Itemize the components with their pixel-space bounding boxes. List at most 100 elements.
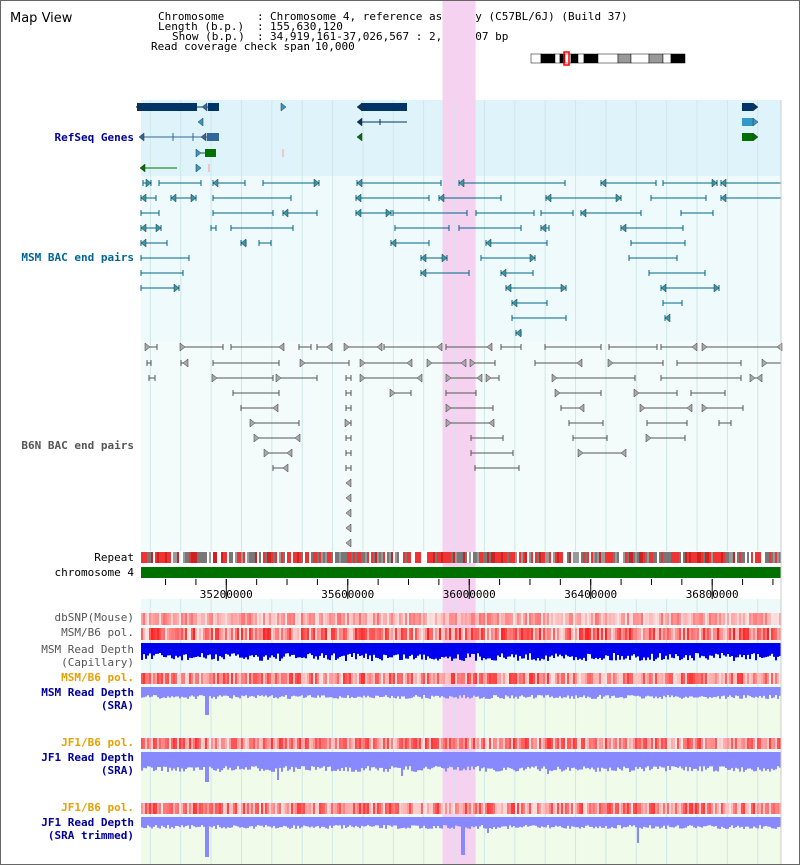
jf1-trim-depth-bar — [759, 817, 761, 826]
jf1-b6-pol-cell — [485, 738, 487, 749]
msm-b6-pol-cell — [635, 628, 637, 640]
msm-b6-pol-cell — [191, 673, 193, 684]
jf1-b6-pol-cell — [743, 803, 745, 814]
jf1-b6-pol-cell — [251, 738, 253, 749]
msm-b6-pol-cell — [559, 673, 561, 684]
repeat-segment — [141, 552, 143, 563]
jf1-b6-pol-cell — [503, 738, 505, 749]
msm-capillary-depth-bar — [739, 643, 741, 655]
jf1-b6-pol-cell — [227, 738, 229, 749]
jf1-b6-pol-cell — [617, 803, 619, 814]
jf1-sra-depth-bar — [349, 752, 351, 768]
jf1-trim-depth-bar — [217, 817, 219, 826]
jf1-trim-depth-bar — [691, 817, 693, 826]
jf1-trim-depth-bar — [383, 817, 385, 826]
msm-capillary-depth-bar — [283, 643, 285, 657]
msm-b6-pol-cell — [415, 628, 417, 640]
jf1-b6-pol-cell — [439, 738, 441, 749]
repeat-segment — [623, 552, 625, 563]
jf1-trim-depth-bar — [429, 817, 431, 829]
jf1-sra-depth-bar — [757, 752, 759, 768]
dbsnp-heat-cell — [609, 613, 611, 625]
jf1-b6-pol-cell — [501, 803, 503, 814]
jf1-sra-depth-bar — [251, 752, 253, 767]
jf1-b6-pol-cell — [249, 803, 251, 814]
msm-b6-pol-cell — [233, 673, 235, 684]
b6n-bac-end — [691, 342, 698, 352]
jf1-sra-depth-bar — [417, 752, 419, 771]
track-label-msm-b6-pol-1[interactable]: MSM/B6 pol. — [61, 626, 134, 639]
msm-sra-depth-bar — [155, 687, 157, 696]
track-label-msm-depth-sra[interactable]: MSM Read Depth — [41, 686, 134, 699]
jf1-b6-pol-cell — [361, 738, 363, 749]
track-label-jf1-b6-pol-1[interactable]: JF1/B6 pol. — [61, 736, 134, 749]
jf1-b6-pol-cell — [423, 803, 425, 814]
track-label-msm-depth-cap[interactable]: MSM Read Depth — [41, 643, 134, 656]
jf1-trim-depth-bar — [447, 817, 449, 828]
ideogram-band — [617, 53, 632, 64]
repeat-segment — [403, 552, 405, 563]
track-label-chromosome[interactable]: chromosome 4 — [54, 566, 134, 579]
jf1-b6-pol-cell — [209, 738, 211, 749]
jf1-sra-depth-bar — [615, 752, 617, 771]
msm-capillary-depth-bar — [361, 643, 363, 656]
msm-capillary-depth-bar — [473, 643, 475, 655]
msm-capillary-depth-bar — [495, 643, 497, 661]
dbsnp-heat-cell — [475, 613, 477, 625]
jf1-trim-depth-bar — [379, 817, 381, 829]
track-label-b6n-bac[interactable]: B6N BAC end pairs — [21, 439, 134, 452]
msm-b6-pol-cell — [465, 628, 467, 640]
jf1-b6-pol-cell — [417, 803, 419, 814]
track-label-jf1-depth-trim[interactable]: JF1 Read Depth — [41, 816, 134, 829]
msm-b6-pol-cell — [695, 628, 697, 640]
repeat-segment — [325, 552, 327, 563]
jf1-trim-depth-bar — [679, 817, 681, 829]
jf1-sra-depth-bar — [459, 752, 461, 771]
track-label-msm-b6-pol-2[interactable]: MSM/B6 pol. — [61, 671, 134, 684]
track-label-repeat[interactable]: Repeat — [94, 551, 134, 564]
msm-capillary-depth-bar — [721, 643, 723, 654]
jf1-b6-pol-cell — [623, 803, 625, 814]
msm-b6-pol-cell — [305, 628, 307, 640]
msm-b6-pol-cell — [177, 628, 179, 640]
repeat-segment — [305, 552, 307, 563]
msm-sra-depth-bar — [443, 687, 445, 698]
repeat-segment — [741, 552, 743, 563]
jf1-b6-pol-cell — [605, 738, 607, 749]
msm-b6-pol-cell — [337, 673, 339, 684]
msm-capillary-depth-bar — [719, 643, 721, 659]
jf1-sra-depth-bar — [249, 752, 251, 770]
jf1-b6-pol-cell — [329, 803, 331, 814]
msm-capillary-depth-bar — [463, 643, 465, 661]
jf1-b6-pol-cell — [355, 803, 357, 814]
msm-b6-pol-cell — [413, 628, 415, 640]
track-label-refseq[interactable]: RefSeq Genes — [54, 131, 134, 144]
msm-capillary-depth-bar — [265, 643, 267, 656]
ideogram-band — [530, 53, 542, 64]
jf1-trim-depth-bar — [523, 817, 525, 827]
b6n-bac-end — [345, 538, 352, 548]
jf1-sra-depth-bar — [215, 752, 217, 771]
track-label-jf1-depth-sra[interactable]: JF1 Read Depth — [41, 751, 134, 764]
msm-b6-pol-cell — [193, 628, 195, 640]
jf1-sra-depth-bar — [543, 752, 545, 767]
msm-b6-pol-cell — [691, 673, 693, 684]
jf1-sra-depth-bar — [617, 752, 619, 768]
jf1-sra-depth-bar — [189, 752, 191, 768]
repeat-segment — [421, 552, 423, 563]
msm-b6-pol-cell — [649, 673, 651, 684]
msm-capillary-depth-bar — [169, 643, 171, 656]
msm-sra-depth-bar — [457, 687, 459, 699]
dbsnp-heat-cell — [503, 613, 505, 625]
jf1-trim-depth-bar — [711, 817, 713, 827]
msm-sra-depth-bar — [579, 687, 581, 698]
msm-b6-pol-cell — [591, 628, 593, 640]
track-label-jf1-b6-pol-2[interactable]: JF1/B6 pol. — [61, 801, 134, 814]
track-label-msm-bac[interactable]: MSM BAC end pairs — [21, 251, 134, 264]
msm-b6-pol-cell — [489, 628, 491, 640]
msm-sra-depth-bar — [365, 687, 367, 698]
jf1-trim-depth-bar — [431, 817, 433, 829]
track-label-dbsnp[interactable]: dbSNP(Mouse) — [54, 611, 134, 624]
msm-capillary-depth-bar — [327, 643, 329, 660]
repeat-segment — [635, 552, 637, 563]
